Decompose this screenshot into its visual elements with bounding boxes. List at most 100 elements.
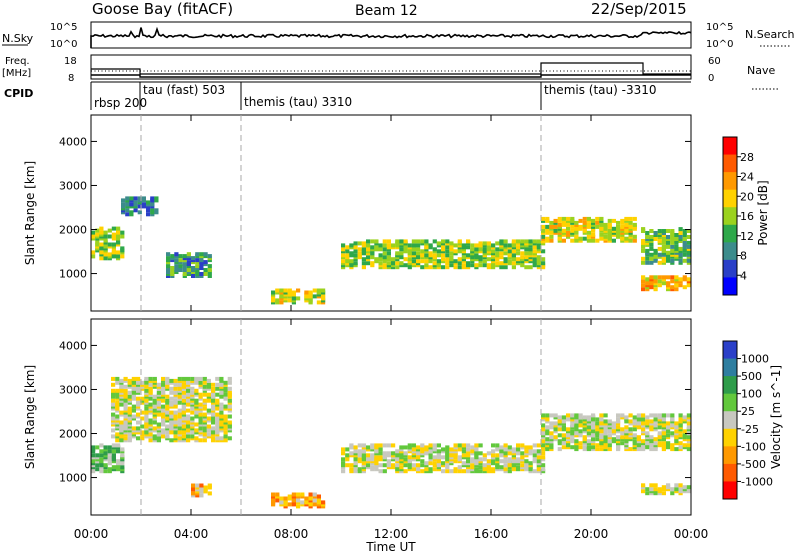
- data-cell: [115, 380, 120, 385]
- data-cell: [125, 196, 130, 201]
- data-cell: [131, 404, 136, 409]
- data-cell: [219, 410, 224, 415]
- data-cell: [116, 254, 121, 259]
- colorbar-tick-label: -500: [741, 458, 766, 471]
- data-cell: [661, 491, 666, 496]
- data-cell: [566, 417, 571, 422]
- data-cell: [123, 402, 128, 407]
- data-cell: [595, 427, 600, 432]
- data-cell: [374, 239, 379, 244]
- data-cell: [561, 441, 566, 446]
- data-cell: [366, 239, 371, 244]
- data-cell: [169, 414, 174, 419]
- data-cell: [194, 428, 199, 433]
- data-cell: [499, 445, 504, 450]
- data-cell: [203, 260, 208, 265]
- data-cell: [441, 447, 446, 452]
- data-cell: [478, 255, 483, 260]
- data-cell: [370, 465, 375, 470]
- data-cell: [190, 416, 195, 421]
- data-cell: [91, 445, 96, 450]
- data-cell: [628, 220, 633, 225]
- freq-right-tick-bottom: 0: [708, 73, 714, 84]
- data-cell: [195, 264, 200, 269]
- data-cell: [116, 226, 121, 231]
- data-cell: [161, 382, 166, 387]
- data-cell: [624, 216, 629, 221]
- data-cell: [641, 427, 646, 432]
- data-cell: [279, 500, 284, 505]
- data-cell: [657, 260, 662, 265]
- data-cell: [382, 463, 387, 468]
- colorbar-tick-label: 4: [740, 269, 747, 282]
- data-cell: [611, 226, 616, 231]
- data-cell: [511, 261, 516, 266]
- data-cell: [611, 238, 616, 243]
- data-cell: [382, 469, 387, 474]
- data-cell: [553, 413, 558, 418]
- data-cell: [111, 242, 116, 247]
- data-cell: [649, 483, 654, 488]
- data-cell: [653, 483, 658, 488]
- data-cell: [116, 443, 121, 448]
- data-cell: [119, 384, 124, 389]
- data-cell: [611, 218, 616, 223]
- data-cell: [466, 451, 471, 456]
- data-cell: [436, 249, 441, 254]
- data-cell: [641, 439, 646, 444]
- colorbar-swatch: [723, 154, 737, 173]
- data-cell: [532, 449, 537, 454]
- data-cell: [511, 447, 516, 452]
- data-cell: [645, 419, 650, 424]
- data-cell: [173, 410, 178, 415]
- data-cell: [275, 498, 280, 503]
- data-cell: [169, 410, 174, 415]
- data-cell: [686, 443, 691, 448]
- data-cell: [591, 423, 596, 428]
- data-cell: [624, 415, 629, 420]
- data-cell: [461, 243, 466, 248]
- data-cell: [516, 447, 521, 452]
- data-cell: [136, 420, 141, 425]
- data-cell: [541, 234, 546, 239]
- station-title: Goose Bay (fitACF): [92, 0, 233, 18]
- data-cell: [591, 413, 596, 418]
- data-cell: [482, 247, 487, 252]
- data-cell: [115, 432, 120, 437]
- data-cell: [553, 228, 558, 233]
- data-cell: [399, 251, 404, 256]
- data-cell: [165, 394, 170, 399]
- data-cell: [432, 443, 437, 448]
- data-cell: [649, 425, 654, 430]
- colorbar-swatch: [723, 481, 737, 500]
- data-cell: [391, 463, 396, 468]
- data-cell: [144, 398, 149, 403]
- data-cell: [296, 498, 301, 503]
- data-cell: [116, 449, 121, 454]
- data-cell: [202, 376, 207, 381]
- data-cell: [470, 449, 475, 454]
- data-cell: [653, 487, 658, 492]
- data-cell: [186, 408, 191, 413]
- data-cell: [557, 427, 562, 432]
- data-cell: [91, 453, 96, 458]
- data-cell: [186, 252, 191, 257]
- data-cell: [661, 413, 666, 418]
- data-cell: [161, 428, 166, 433]
- data-cell: [107, 234, 112, 239]
- data-cell: [136, 400, 141, 405]
- data-cell: [127, 390, 132, 395]
- data-cell: [661, 229, 666, 233]
- data-cell: [461, 461, 466, 466]
- data-cell: [503, 463, 508, 468]
- data-cell: [111, 402, 116, 407]
- data-cell: [445, 249, 450, 254]
- data-cell: [574, 234, 579, 239]
- data-cell: [99, 449, 104, 454]
- data-cell: [657, 431, 662, 436]
- data-cell: [177, 376, 182, 381]
- data-cell: [119, 402, 124, 407]
- data-cell: [586, 238, 591, 243]
- freq-left-tick-bottom: 8: [68, 73, 74, 84]
- data-cell: [591, 238, 596, 243]
